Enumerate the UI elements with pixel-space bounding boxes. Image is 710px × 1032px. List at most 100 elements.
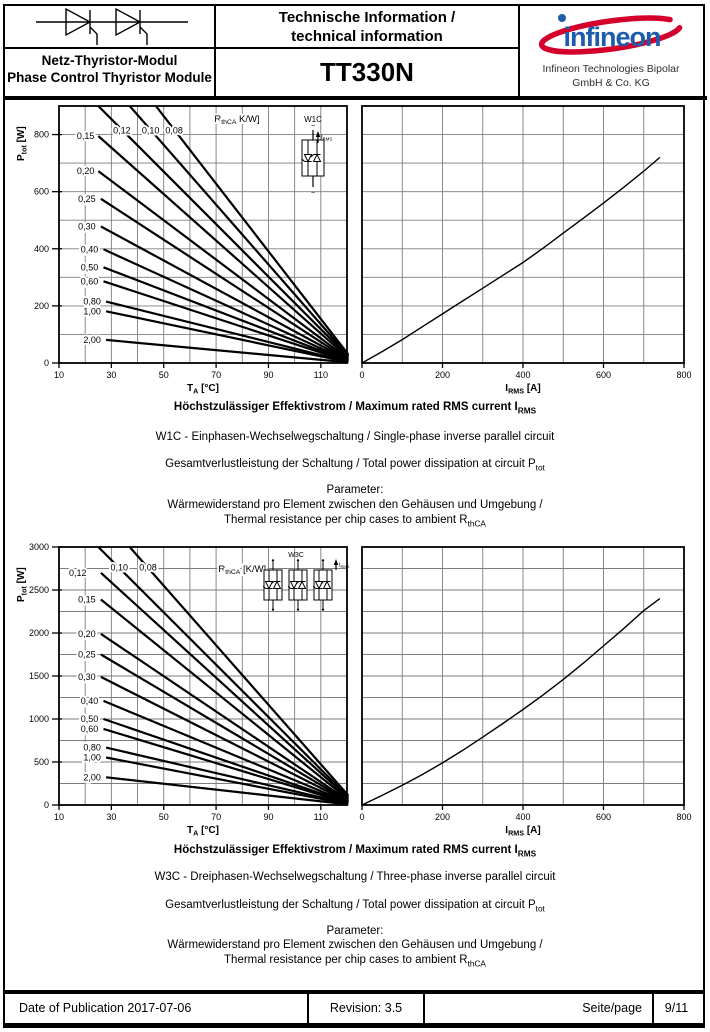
x-tick-label: 10 [54,812,64,822]
footer-revision: Revision: 3.5 [309,994,425,1023]
svg-text:~: ~ [311,123,315,130]
grid-lines [361,546,685,806]
y-tick-label: 1000 [29,714,49,724]
footer: Date of Publication 2017-07-06 Revision:… [3,990,705,1027]
series-0,10 [97,546,350,798]
x-tick-label: 0 [359,812,364,822]
x-axis-label: IRMS [A] [505,383,540,395]
footer-page-label: Seite/page [425,994,654,1023]
series-0,80 [105,300,349,363]
y-tick-label: 3000 [29,542,49,552]
x-tick-label: 0 [359,370,364,380]
series-lines [361,598,661,806]
series-label: 0,08 [165,125,183,135]
series-0,40 [103,699,349,804]
series-label: 0,15 [78,594,96,604]
series-label: 0,25 [78,194,96,204]
x-tick-label: 110 [314,812,328,822]
series-0,12 [97,105,350,358]
w1c_ta-chart: 0,08 0,10 0,12 0,15 0,20 0,25 0,30 0,40 0,50 0,60… [16,105,350,395]
series-label: 0,10 [142,125,160,135]
series-0,15 [97,135,350,359]
y-tick-label: 2500 [29,585,49,595]
series-0,40 [103,248,349,363]
y-tick-label: 2000 [29,628,49,638]
series-2,00 [105,338,349,364]
footer-page-number: 9/11 [664,1001,689,1015]
x-tick-label: 70 [211,370,221,380]
series-Ptot(IRMS) [361,156,661,364]
inset-title: W3C [288,552,304,559]
series-0,60 [103,280,349,363]
logo-wordmark: infineon [564,22,661,52]
series-0,30 [100,675,349,803]
series-0,12 [100,571,350,799]
header-divider [518,4,520,96]
y-axis-label: Ptot [W] [16,567,28,602]
axes: 0 200 400 600 800 IRMS [A] [359,363,692,395]
doc-title: Technische Information / technical infor… [278,9,456,45]
w3c_irms-chart: 0 200 400 600 800 IRMS [A] [359,546,692,837]
w3c-circuit-inset: W3C IRMS [262,552,350,611]
y-tick-label: 600 [34,187,49,197]
series-label: 0,08 [139,563,157,573]
x-axis-label: TA [°C] [187,825,219,837]
series-label: 0,50 [81,714,99,724]
x-tick-label: 800 [676,370,691,380]
w1c-chart-pair: 0,08 0,10 0,12 0,15 0,20 0,25 0,30 0,40 0,50 0,60… [16,105,692,395]
header-divider [214,4,216,96]
series-label: 0,15 [77,131,95,141]
w3c_ta-chart: 0,08 0,10 0,12 0,15 0,20 0,25 0,30 0,40 0,500,60… [16,542,350,837]
series-lines [97,546,350,806]
x-tick-label: 30 [106,370,116,380]
w3c-caption-dissipation: Gesamtverlustleistung der Schaltung / To… [165,899,545,914]
plot-border [58,105,348,364]
axes: 10 30 50 70 90 110 0 200 400 600 800 TA [°C] Ptot [W… [16,126,328,395]
series-0,50 [103,717,349,804]
series-0,30 [100,225,349,362]
w1c-caption-circuit: W1C - Einphasen-Wechselwegschaltung / Si… [155,431,555,443]
y-tick-label: 200 [34,301,49,311]
series-label: 0,12 [69,568,87,578]
series-0,08 [155,105,350,356]
header-rule [3,96,707,100]
w1c-caption-parameter-title: Parameter: [326,484,384,496]
w3c-caption-circuit: W3C - Dreiphasen-Wechselwegschaltung / T… [154,871,556,883]
inset-title: W1C [304,115,322,124]
w3c-caption-heading: Höchstzulässiger Effektivstrom / Maximum… [173,844,537,859]
company-name: Infineon Technologies Bipolar GmbH & Co.… [542,63,680,89]
series-1,00 [105,756,349,806]
x-tick-label: 400 [515,812,530,822]
series-label: 0,40 [81,696,99,706]
infineon-logo: infineon [538,14,683,55]
series-label: 0,12 [113,125,131,135]
series-label: 1,00 [83,753,101,763]
x-tick-label: 50 [159,812,169,822]
series-label: 0,60 [81,724,99,734]
x-tick-label: 110 [314,370,328,380]
w1c-circuit-inset: W1C~~IRMS [301,115,332,197]
series-0,10 [128,105,350,357]
series-label: 0,30 [78,672,96,682]
w3c-caption-parameter-de: Wärmewiderstand pro Element zwischen den… [167,939,543,951]
series-label: 0,25 [78,650,96,660]
x-tick-label: 30 [106,812,116,822]
series-0,60 [103,727,349,805]
series-0,20 [100,632,349,802]
series-0,80 [105,746,349,805]
series-label: 0,50 [81,262,99,272]
series-label: 0,80 [83,297,101,307]
series-label: 0,60 [81,276,99,286]
rthca-annotation: RthCA [K/W] [218,564,266,576]
x-axis-label: TA [°C] [187,383,219,395]
series-2,00 [105,776,349,806]
series-0,25 [100,653,349,803]
w1c-caption-parameter-en: Thermal resistance per chip cases to amb… [224,514,486,529]
series-0,20 [97,170,349,360]
series-label: 0,10 [110,563,128,573]
series-label: 0,80 [83,743,101,753]
x-tick-label: 600 [596,812,611,822]
axes: 0 200 400 600 800 IRMS [A] [359,805,692,837]
w1c-caption-heading: Höchstzulässiger Effektivstrom / Maximum… [173,401,537,416]
rthca-annotation: RthCA K/W] [214,114,259,126]
